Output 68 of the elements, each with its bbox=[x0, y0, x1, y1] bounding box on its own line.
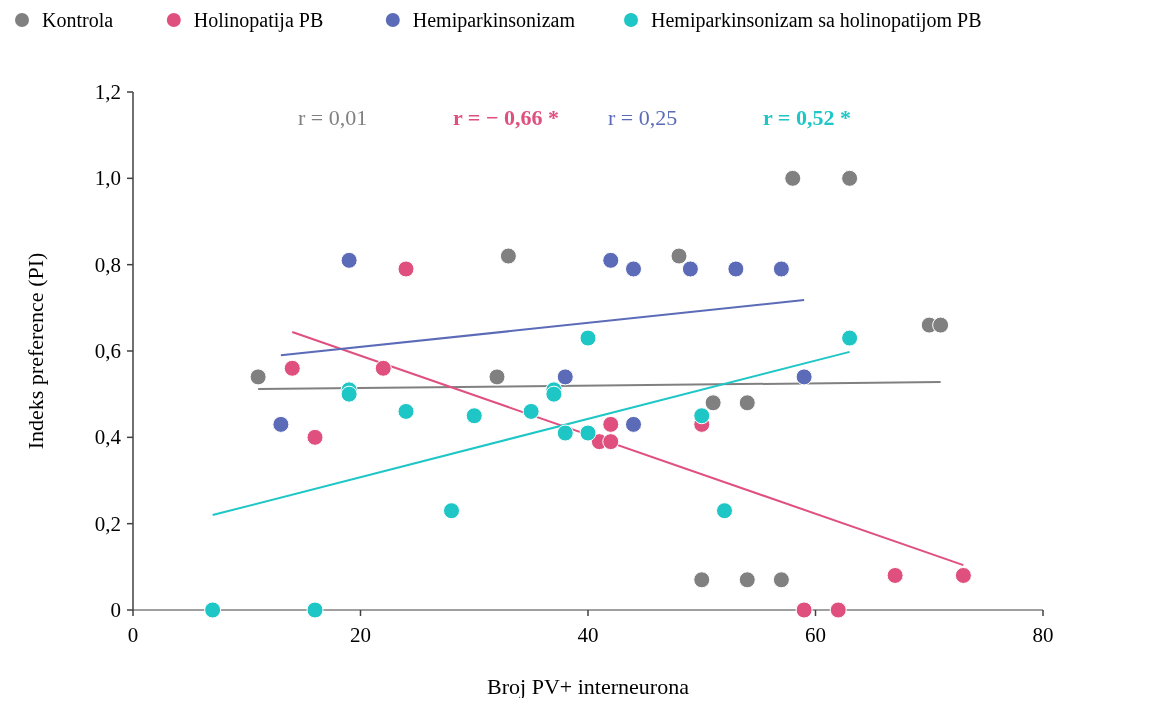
point bbox=[693, 407, 711, 425]
annotation: r = 0,25 bbox=[608, 105, 678, 130]
point bbox=[932, 316, 950, 334]
y-tick-label: 1,0 bbox=[94, 166, 121, 191]
x-tick-label: 60 bbox=[805, 623, 826, 647]
point bbox=[306, 601, 324, 619]
point bbox=[556, 424, 574, 442]
point bbox=[784, 169, 802, 187]
point bbox=[772, 260, 790, 278]
point bbox=[795, 601, 813, 619]
point bbox=[465, 407, 483, 425]
point bbox=[443, 502, 460, 520]
point bbox=[545, 385, 563, 403]
point bbox=[272, 415, 290, 433]
y-axis-title: Indeks preference (PI) bbox=[23, 252, 48, 450]
point bbox=[693, 571, 711, 589]
point bbox=[625, 415, 642, 433]
point bbox=[841, 169, 859, 187]
annotation: r = 0,01 bbox=[298, 105, 368, 130]
legend-label: Holinopatija PB bbox=[193, 9, 324, 32]
point bbox=[340, 251, 358, 269]
x-tick-label: 0 bbox=[127, 623, 139, 647]
point bbox=[841, 329, 859, 347]
x-tick-label: 40 bbox=[577, 623, 599, 647]
y-tick-label: 0,8 bbox=[94, 252, 121, 277]
y-tick-label: 0,2 bbox=[94, 511, 121, 536]
legend-label: Hemiparkinsonizam bbox=[412, 9, 576, 32]
point bbox=[625, 260, 642, 278]
point bbox=[283, 359, 301, 377]
y-tick-label: 0 bbox=[110, 598, 121, 622]
point bbox=[397, 402, 415, 420]
point bbox=[795, 368, 813, 386]
point bbox=[681, 260, 699, 278]
point bbox=[954, 566, 972, 584]
y-tick-label: 0,4 bbox=[94, 425, 122, 450]
point bbox=[204, 601, 222, 619]
point bbox=[602, 433, 620, 451]
point bbox=[704, 394, 722, 412]
x-tick-label: 80 bbox=[1032, 623, 1054, 647]
y-tick-label: 0,6 bbox=[94, 339, 121, 363]
y-tick-label: 1,2 bbox=[94, 80, 121, 104]
point bbox=[829, 601, 847, 619]
point bbox=[738, 571, 756, 589]
annotation: r = − 0,66 * bbox=[453, 105, 559, 130]
point bbox=[306, 428, 324, 446]
point bbox=[602, 415, 620, 433]
point bbox=[249, 368, 267, 386]
point bbox=[340, 385, 358, 403]
x-axis-title: Broj PV+ interneurona bbox=[487, 674, 690, 699]
legend-label: Hemiparkinsonizam sa holinopatijom PB bbox=[651, 9, 982, 32]
point bbox=[374, 359, 392, 377]
x-tick-label: 20 bbox=[350, 623, 371, 647]
legend-label: Kontrola bbox=[42, 9, 114, 31]
annotation: r = 0,52 * bbox=[763, 105, 851, 130]
point bbox=[727, 260, 745, 278]
point bbox=[579, 424, 597, 442]
point bbox=[499, 247, 517, 265]
point bbox=[522, 402, 540, 420]
point bbox=[738, 394, 756, 412]
point bbox=[579, 329, 597, 347]
point bbox=[556, 368, 574, 386]
point bbox=[670, 247, 688, 265]
point bbox=[772, 571, 790, 589]
point bbox=[397, 260, 415, 278]
point bbox=[488, 368, 506, 386]
point bbox=[886, 566, 904, 584]
point bbox=[602, 251, 620, 269]
point bbox=[716, 502, 733, 520]
